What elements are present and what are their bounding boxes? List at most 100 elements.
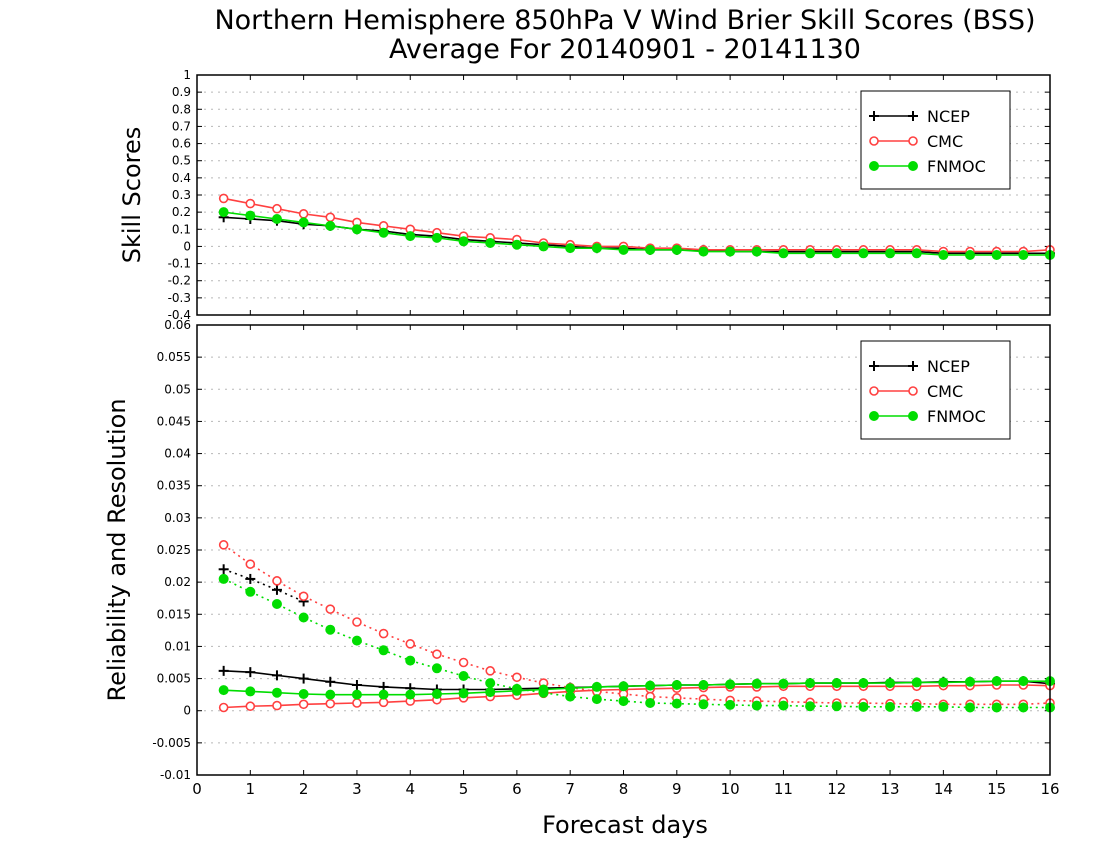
top-point-fnmoc xyxy=(325,220,336,231)
bottom-point-fnmoc-reliability xyxy=(831,678,842,689)
top-y-tick-label: 0.8 xyxy=(172,102,191,116)
bottom-legend-marker xyxy=(908,386,918,396)
bottom-legend-label: CMC xyxy=(927,382,963,401)
x-tick-label: 2 xyxy=(299,780,309,798)
top-panel: -0.4 -0.3 -0.2 -0.1 0 0.1 0.2 0.3 0.4 0.5 0.6 0.7 0.… xyxy=(168,68,1055,322)
bottom-y-tick-label: 0.03 xyxy=(164,511,191,525)
top-point-cmc xyxy=(272,203,282,214)
top-point-fnmoc xyxy=(778,248,789,259)
bottom-point-fnmoc-resolution xyxy=(1018,702,1029,713)
top-point-fnmoc xyxy=(591,243,602,254)
x-tick-label: 15 xyxy=(987,780,1006,798)
x-tick-label: 5 xyxy=(459,780,469,798)
x-tick-label: 13 xyxy=(881,780,900,798)
x-tick-label: 14 xyxy=(934,780,953,798)
top-point-fnmoc xyxy=(858,248,869,259)
bottom-point-fnmoc-resolution xyxy=(378,645,389,656)
bottom-point-cmc-reliability xyxy=(325,698,336,709)
top-point-fnmoc xyxy=(431,232,442,243)
top-point-fnmoc xyxy=(351,224,362,235)
top-point-fnmoc xyxy=(485,238,496,248)
bottom-point-fnmoc-reliability xyxy=(938,677,949,688)
x-tick-label: 9 xyxy=(672,780,682,798)
bottom-point-fnmoc-resolution xyxy=(298,612,309,623)
bottom-legend: NCEP CMC FNMOC xyxy=(860,340,1011,440)
top-point-fnmoc xyxy=(511,239,522,250)
top-point-fnmoc xyxy=(405,231,416,242)
top-legend-label: NCEP xyxy=(927,107,970,126)
top-legend-box xyxy=(860,90,1011,190)
top-point-cmc xyxy=(245,198,256,209)
top-point-fnmoc xyxy=(725,246,736,257)
x-tick-label: 0 xyxy=(192,780,202,798)
bottom-point-cmc-reliability xyxy=(352,698,362,708)
bottom-point-ncep-reliability xyxy=(218,665,229,676)
bottom-plot-frame xyxy=(196,324,1051,776)
top-point-fnmoc xyxy=(458,236,469,247)
top-legend-marker xyxy=(908,136,918,146)
bottom-point-cmc-resolution xyxy=(298,591,309,602)
bottom-y-tick-label: 0.055 xyxy=(157,350,191,364)
top-legend-marker xyxy=(908,111,918,121)
x-tick-label: 6 xyxy=(512,780,522,798)
bottom-point-fnmoc-reliability xyxy=(245,686,256,697)
x-tick-label: 3 xyxy=(352,780,362,798)
bottom-point-cmc-reliability xyxy=(218,702,229,713)
bottom-point-fnmoc-reliability xyxy=(698,680,709,690)
bottom-point-fnmoc-reliability xyxy=(591,681,602,692)
bottom-point-fnmoc-reliability xyxy=(458,688,469,699)
top-legend-marker xyxy=(869,111,879,121)
top-point-cmc xyxy=(298,209,309,219)
bottom-point-fnmoc-resolution xyxy=(671,698,682,709)
bottom-point-fnmoc-resolution xyxy=(858,701,869,712)
bottom-point-ncep-resolution xyxy=(245,573,256,584)
top-y-tick-label: 0.6 xyxy=(172,137,191,151)
bottom-point-cmc-reliability xyxy=(245,701,256,712)
bottom-point-ncep-reliability xyxy=(271,670,282,681)
bottom-point-fnmoc-resolution xyxy=(831,701,842,712)
bottom-point-fnmoc-reliability xyxy=(991,676,1002,687)
bottom-point-cmc-resolution xyxy=(245,559,256,569)
top-y-tick-label: -0.4 xyxy=(168,308,191,322)
bottom-point-fnmoc-reliability xyxy=(805,678,816,689)
bottom-point-fnmoc-resolution xyxy=(805,701,816,712)
bottom-y-tick-label: 0.035 xyxy=(157,479,191,493)
top-legend-label: FNMOC xyxy=(927,157,986,176)
top-y-tick-label: 0.9 xyxy=(172,85,191,99)
bottom-series-line-cmc-reliability xyxy=(223,684,1051,709)
bottom-point-fnmoc-reliability xyxy=(751,678,762,689)
top-point-cmc xyxy=(218,193,229,204)
bottom-point-fnmoc-resolution xyxy=(351,635,362,646)
bottom-point-cmc-resolution xyxy=(512,672,522,683)
bottom-point-cmc-reliability xyxy=(298,699,309,710)
bottom-point-ncep-resolution xyxy=(218,564,229,575)
top-point-fnmoc xyxy=(831,248,842,259)
x-tick-label: 10 xyxy=(721,780,740,798)
bottom-point-cmc-resolution xyxy=(352,617,362,627)
top-legend-label: CMC xyxy=(927,132,963,151)
bottom-point-fnmoc-reliability xyxy=(325,689,336,700)
x-tick-label: 8 xyxy=(619,780,629,798)
bottom-y-tick-label: 0.01 xyxy=(164,639,191,653)
bottom-point-fnmoc-resolution xyxy=(698,699,709,710)
bottom-point-fnmoc-resolution xyxy=(271,599,282,609)
bottom-point-fnmoc-resolution xyxy=(591,694,602,705)
bottom-point-fnmoc-reliability xyxy=(271,687,282,698)
bottom-point-fnmoc-reliability xyxy=(298,689,309,699)
bottom-point-fnmoc-resolution xyxy=(565,691,576,702)
bottom-y-axis-label: Reliability and Resolution xyxy=(103,398,131,701)
bottom-legend-box xyxy=(860,340,1011,440)
top-point-fnmoc xyxy=(751,246,762,257)
bottom-point-fnmoc-resolution xyxy=(511,683,522,694)
bottom-y-tick-label: 0.025 xyxy=(157,543,191,557)
bottom-point-fnmoc-reliability xyxy=(431,689,442,699)
top-y-tick-label: -0.1 xyxy=(168,257,191,271)
bottom-point-fnmoc-reliability xyxy=(858,678,869,689)
top-point-fnmoc xyxy=(298,217,309,228)
top-y-tick-label: 0.2 xyxy=(172,205,191,219)
top-point-fnmoc xyxy=(618,244,629,255)
top-point-fnmoc xyxy=(885,248,896,259)
bottom-point-fnmoc-reliability xyxy=(565,683,576,694)
bottom-point-cmc-resolution xyxy=(325,604,336,614)
bottom-point-fnmoc-resolution xyxy=(405,655,416,666)
